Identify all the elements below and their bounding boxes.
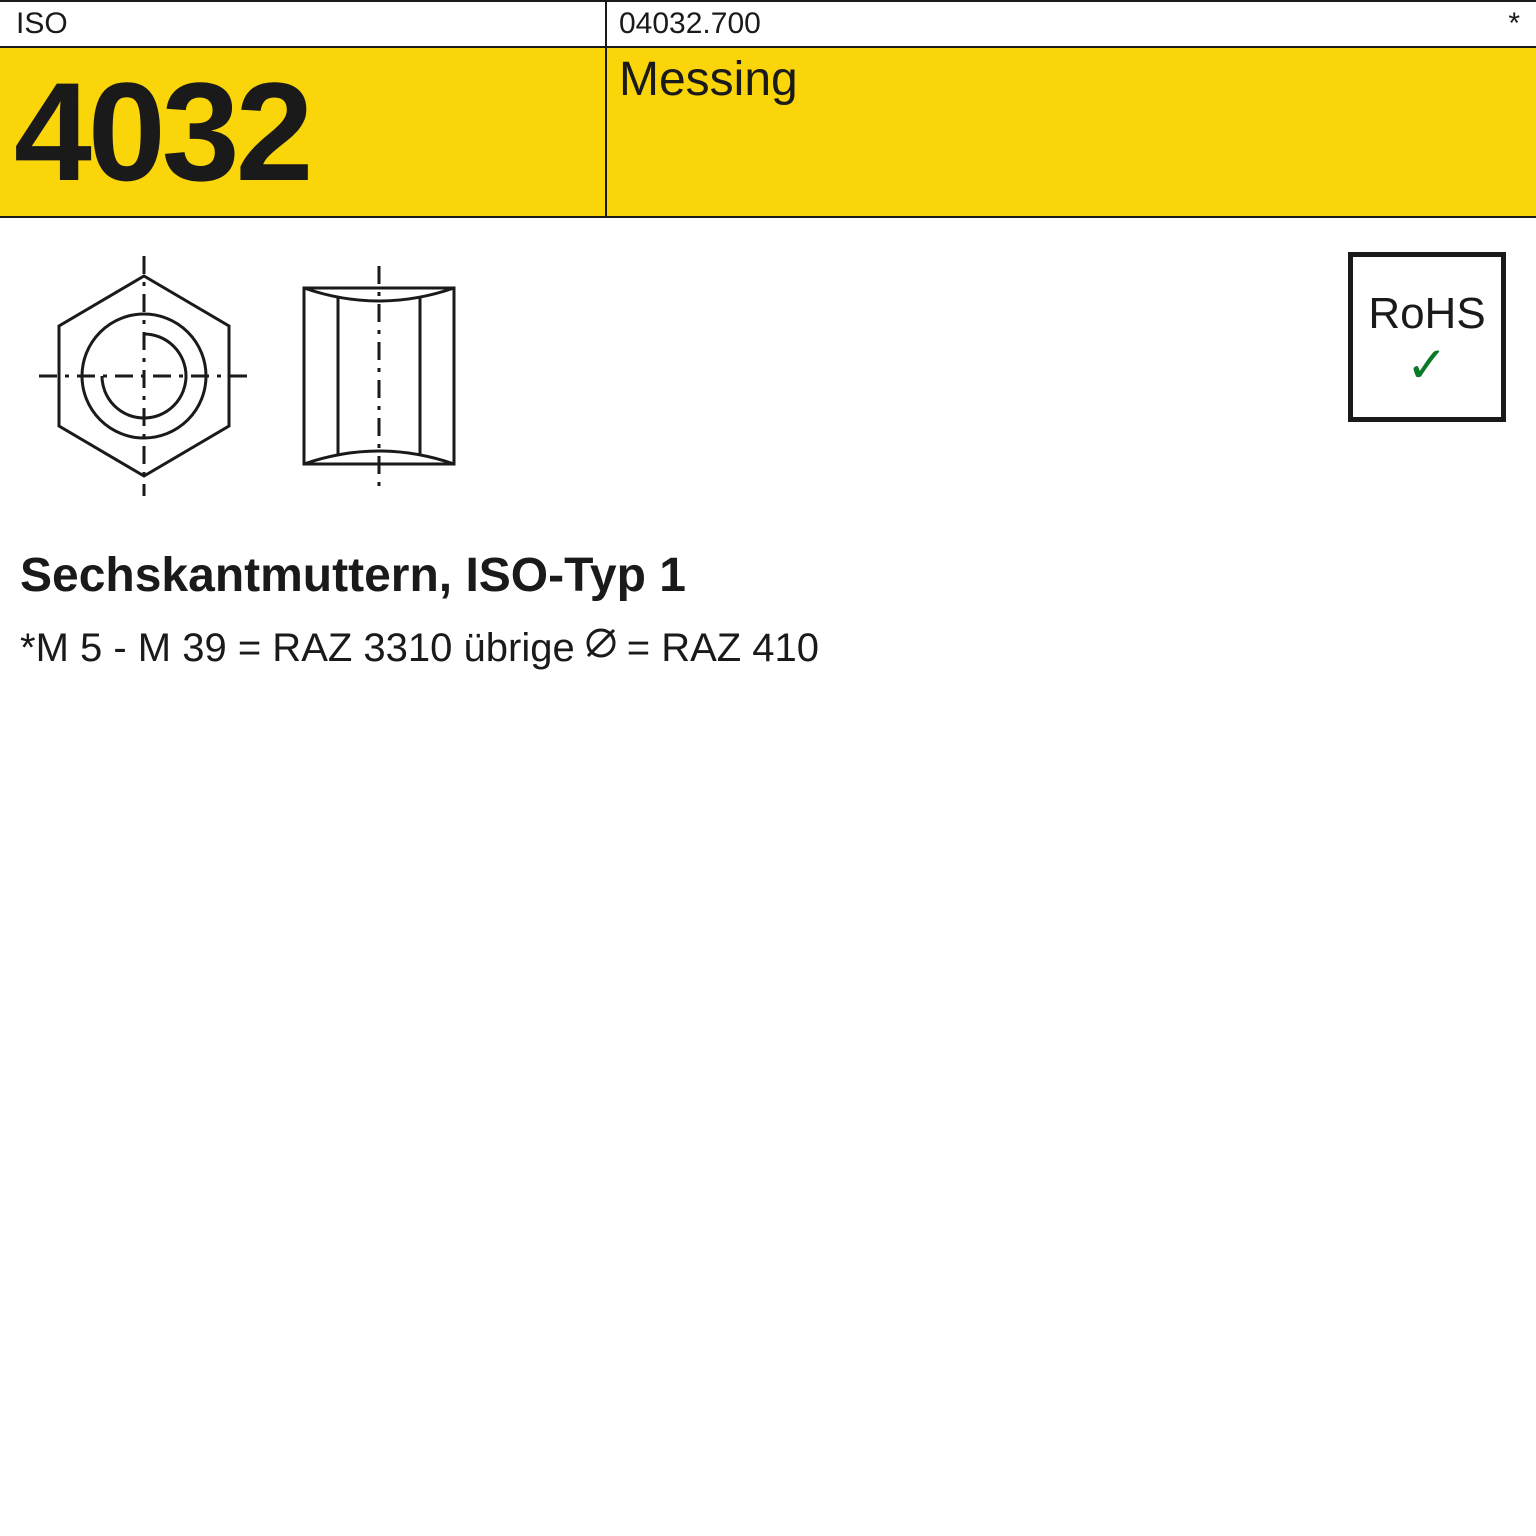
header-mark: * xyxy=(1496,2,1536,46)
header-standard: ISO xyxy=(0,2,607,46)
diagram-area: RoHS ✓ xyxy=(0,218,1536,548)
rohs-badge: RoHS ✓ xyxy=(1348,252,1506,422)
rohs-label: RoHS xyxy=(1368,289,1485,339)
description-block: Sechskantmuttern, ISO-Typ 1 *M 5 - M 39 … xyxy=(0,548,1536,671)
banner-number-cell: 4032 xyxy=(0,48,607,216)
datasheet-page: ISO 04032.700 * 4032 Messing xyxy=(0,0,1536,1536)
banner-row: 4032 Messing xyxy=(0,48,1536,218)
banner-material-cell: Messing xyxy=(607,48,1536,216)
header-code: 04032.700 xyxy=(607,2,1496,46)
standard-number: 4032 xyxy=(14,62,309,202)
note-pre: *M 5 - M 39 = RAZ 3310 übrige xyxy=(20,626,575,671)
product-title: Sechskantmuttern, ISO-Typ 1 xyxy=(20,548,1516,603)
header-row: ISO 04032.700 * xyxy=(0,0,1536,48)
material-label: Messing xyxy=(619,52,798,107)
rohs-check-icon: ✓ xyxy=(1406,345,1448,385)
diameter-icon xyxy=(583,625,619,671)
hex-nut-diagram xyxy=(24,256,484,516)
note-post: = RAZ 410 xyxy=(627,626,819,671)
product-note: *M 5 - M 39 = RAZ 3310 übrige = RAZ 410 xyxy=(20,625,1516,671)
